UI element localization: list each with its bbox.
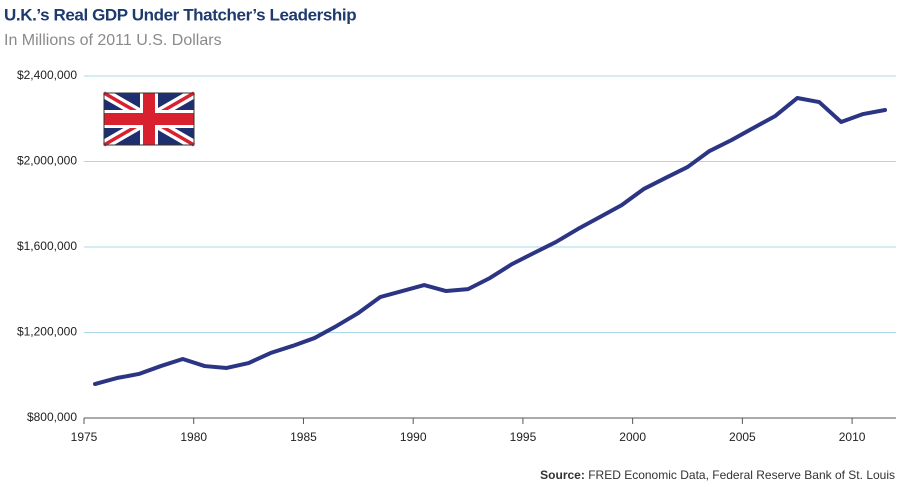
x-tick-label: 2000 — [619, 430, 646, 444]
source-text: FRED Economic Data, Federal Reserve Bank… — [588, 468, 895, 482]
y-tick-label: $800,000 — [27, 410, 77, 424]
y-tick-label: $1,600,000 — [17, 239, 77, 253]
x-tick-label: 2010 — [839, 430, 866, 444]
uk-flag — [101, 88, 197, 150]
x-tick-label: 1980 — [180, 430, 207, 444]
x-tick-label: 1995 — [510, 430, 537, 444]
x-tick-label: 1985 — [290, 430, 317, 444]
y-tick-label: $1,200,000 — [17, 325, 77, 339]
chart-subtitle: In Millions of 2011 U.S. Dollars — [4, 32, 222, 49]
x-tick-label: 2005 — [729, 430, 756, 444]
source-note: Source: FRED Economic Data, Federal Rese… — [540, 468, 895, 482]
x-tick-label: 1975 — [71, 430, 98, 444]
y-tick-label: $2,400,000 — [17, 68, 77, 82]
gdp-line — [92, 96, 888, 387]
source-label: Source: — [540, 468, 585, 482]
chart-title: U.K.’s Real GDP Under Thatcher’s Leaders… — [4, 5, 356, 24]
y-tick-label: $2,000,000 — [17, 154, 77, 168]
x-tick-label: 1990 — [400, 430, 427, 444]
